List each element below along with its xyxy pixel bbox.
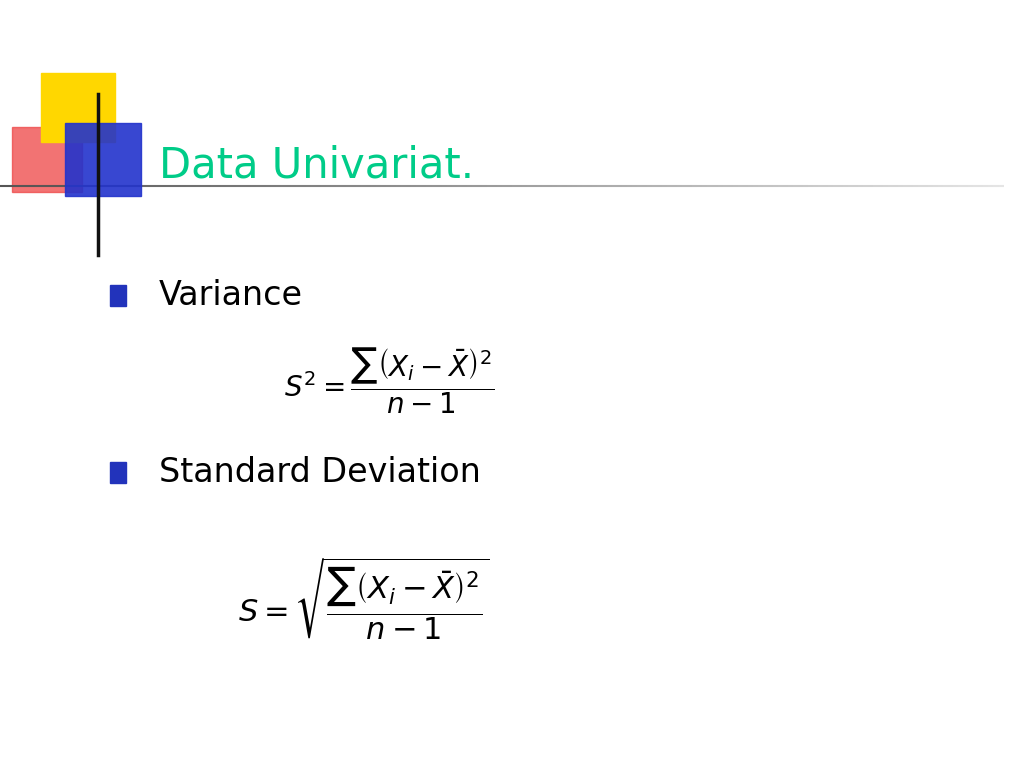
Bar (110, 285, 126, 306)
Text: Standard Deviation: Standard Deviation (159, 456, 480, 488)
Bar (65, 123, 141, 196)
Text: Data Univariat.: Data Univariat. (159, 144, 474, 186)
Bar (41, 73, 115, 142)
Bar (110, 462, 126, 483)
Text: $S = \sqrt{\dfrac{\sum\left(X_i - \bar{X}\right)^2}{n-1}}$: $S = \sqrt{\dfrac{\sum\left(X_i - \bar{X… (238, 556, 489, 642)
Bar (12, 127, 82, 192)
Text: Variance: Variance (159, 280, 303, 312)
Text: $S^2 = \dfrac{\sum\left(X_i - \bar{X}\right)^2}{n-1}$: $S^2 = \dfrac{\sum\left(X_i - \bar{X}\ri… (284, 345, 495, 415)
